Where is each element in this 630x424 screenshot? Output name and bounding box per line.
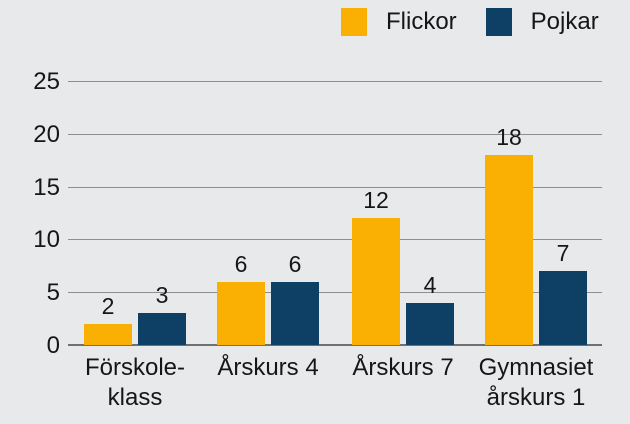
gridline [68, 292, 602, 293]
bar-flickor [217, 282, 265, 345]
x-axis-label-line: Förskole- [84, 354, 186, 381]
gridline [68, 239, 602, 240]
x-axis-category-label: Gymnasiet årskurs 1 [446, 353, 626, 413]
y-axis-tick-label: 0 [46, 332, 60, 359]
y-axis-tick-label: 10 [33, 226, 60, 253]
bar-value-label: 2 [101, 293, 115, 319]
legend-swatch-pojkar-icon [485, 8, 512, 36]
x-axis-line [68, 344, 602, 346]
x-axis-label-line: klass [107, 384, 163, 411]
legend-label-flickor: Flickor [386, 8, 457, 35]
bar-flickor [84, 324, 132, 345]
y-axis-tick-label: 5 [46, 279, 60, 306]
x-axis-label-line: Årskurs 4 [217, 354, 319, 381]
x-axis-category-label: Årskurs 7 [313, 353, 493, 383]
bar-value-label: 7 [556, 240, 570, 266]
bar-value-label: 4 [423, 272, 437, 298]
bar-flickor [485, 155, 533, 345]
bar-value-label: 6 [288, 251, 302, 277]
bar-pojkar [138, 313, 186, 345]
x-axis-label-line: Årskurs 7 [352, 354, 454, 381]
bar-pojkar [271, 282, 319, 345]
bar-value-label: 18 [496, 124, 522, 150]
y-axis-tick-label: 20 [33, 121, 60, 148]
bar-pojkar [539, 271, 587, 345]
x-axis-category-label: Årskurs 4 [178, 353, 358, 383]
bar-value-label: 3 [155, 282, 169, 308]
bar-flickor [352, 218, 400, 345]
x-axis-label-line: årskurs 1 [486, 384, 586, 411]
gridline [68, 134, 602, 135]
y-axis-tick-label: 25 [33, 68, 60, 95]
bar-value-label: 12 [363, 187, 389, 213]
legend: Flickor Pojkar [341, 6, 599, 38]
y-axis-tick-label: 15 [33, 174, 60, 201]
bar-value-label: 6 [234, 251, 248, 277]
x-axis-category-label: Förskole-klass [45, 353, 225, 413]
legend-swatch-flickor-icon [341, 8, 367, 36]
legend-label-pojkar: Pojkar [530, 8, 599, 35]
legend-item-flickor: Flickor [341, 8, 457, 36]
gridline [68, 187, 602, 188]
bar-pojkar [406, 303, 454, 345]
legend-item-pojkar: Pojkar [485, 8, 599, 36]
x-axis-label-line: Gymnasiet [478, 354, 594, 381]
gridline [68, 81, 602, 82]
